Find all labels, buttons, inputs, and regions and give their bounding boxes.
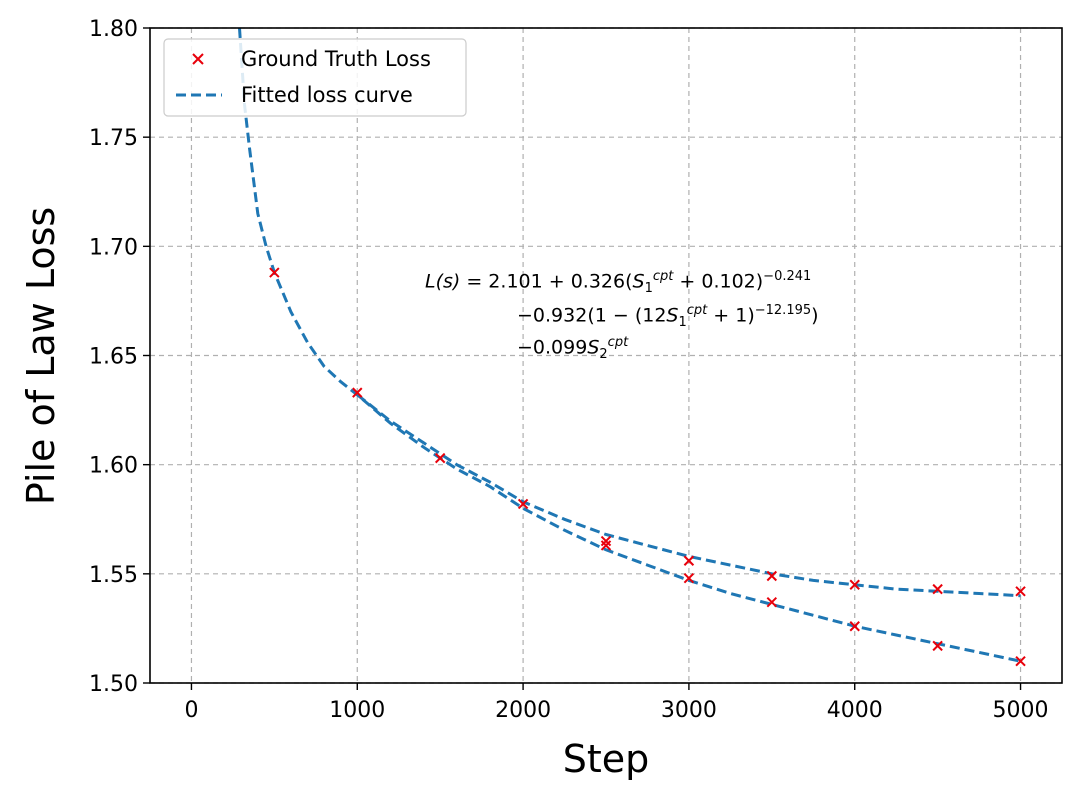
formula-line-3: −0.099S2cpt <box>517 335 629 363</box>
y-tick-label: 1.65 <box>89 345 138 370</box>
ground-truth-point <box>1015 586 1026 597</box>
y-tick-label: 1.55 <box>89 563 138 588</box>
y-axis-label: Pile of Law Loss <box>19 207 63 505</box>
ground-truth-point <box>517 498 529 510</box>
y-tick-label: 1.70 <box>89 235 138 260</box>
x-tick-label: 5000 <box>993 698 1049 723</box>
ground-truth-point <box>932 583 943 595</box>
ground-truth-point <box>766 597 778 608</box>
ground-truth-point <box>849 621 860 632</box>
ground-truth-point <box>766 570 778 582</box>
axis-ticks <box>143 27 1022 690</box>
x-tick-label: 0 <box>184 698 198 723</box>
legend-label-fitted-curve: Fitted loss curve <box>241 83 413 107</box>
ground-truth-point <box>600 535 612 547</box>
y-tick-label: 1.50 <box>89 672 138 697</box>
x-tick-label: 4000 <box>827 698 883 723</box>
formula-line-1: L(s) = 2.101 + 0.326(S1cpt + 0.102)−0.24… <box>425 269 812 297</box>
ground-truth-point <box>683 555 695 566</box>
x-axis-label: Step <box>563 737 650 781</box>
legend-box <box>163 38 467 117</box>
ground-truth-point <box>1015 655 1026 667</box>
fitted-loss-curve <box>238 27 1021 663</box>
legend-marker-x <box>192 53 204 65</box>
ground-truth-point <box>352 387 363 398</box>
ground-truth-points <box>269 267 1026 667</box>
x-tick-label: 1000 <box>329 698 385 723</box>
y-tick-label: 1.75 <box>89 126 138 151</box>
ground-truth-point <box>434 452 446 464</box>
fitted-loss-curve <box>356 393 1021 598</box>
y-tick-label: 1.80 <box>89 17 138 42</box>
legend-label-ground-truth: Ground Truth Loss <box>241 47 431 71</box>
y-tick-label: 1.60 <box>89 454 138 479</box>
x-tick-labels: 0 1000 2000 3000 4000 5000 <box>184 698 1048 723</box>
x-tick-label: 2000 <box>495 698 551 723</box>
ground-truth-point <box>932 640 943 652</box>
formula-line-2: −0.932(1 − (12S1cpt + 1)−12.195) <box>517 303 819 331</box>
y-tick-labels: 1.50 1.55 1.60 1.65 1.70 1.75 1.80 <box>89 17 138 697</box>
ground-truth-point <box>269 267 280 278</box>
ground-truth-point <box>849 579 860 590</box>
ground-truth-point <box>683 572 695 584</box>
ground-truth-point <box>600 540 612 551</box>
legend: Ground Truth Loss Fitted loss curve <box>163 38 467 117</box>
fitted-curves <box>238 27 1021 663</box>
x-tick-label: 3000 <box>661 698 717 723</box>
